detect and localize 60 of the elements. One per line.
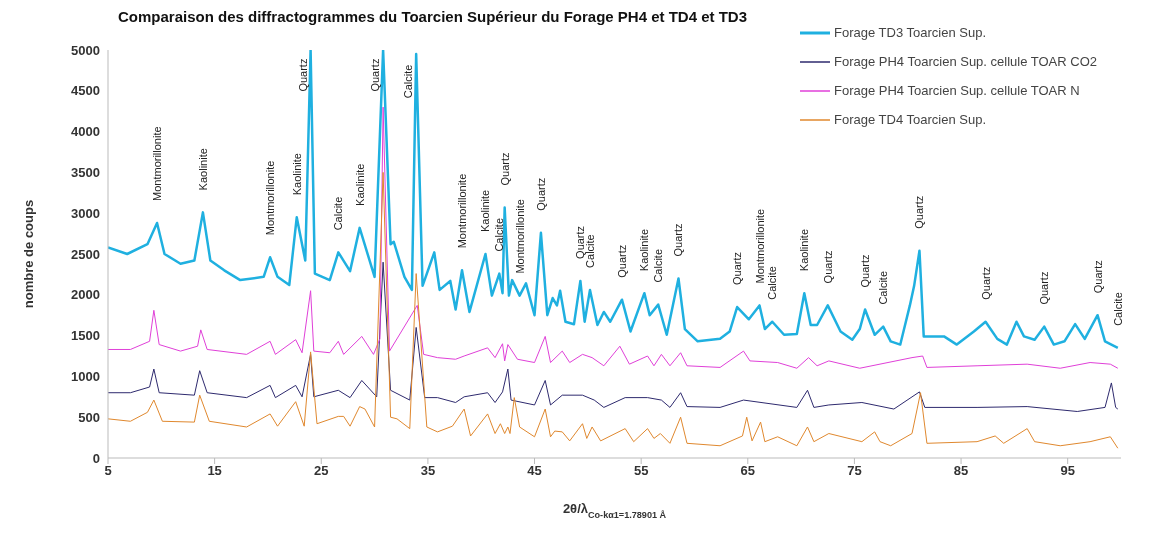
legend-label: Forage TD4 Toarcien Sup.	[834, 111, 986, 129]
annotation: Quartz	[534, 177, 547, 211]
annotation: Quartz	[913, 195, 926, 229]
y-tick-label: 5000	[71, 42, 100, 58]
y-tick-label: 3000	[71, 205, 100, 221]
annotation: Montmorillonite	[151, 126, 164, 201]
annotation: Kaolinite	[638, 228, 651, 272]
y-tick-label: 500	[78, 409, 100, 425]
annotation: Kaolinite	[353, 163, 366, 206]
annotation: Montmorillonite	[753, 208, 766, 284]
legend-label: Forage TD3 Toarcien Sup.	[834, 24, 986, 42]
annotation: Quartz	[731, 252, 744, 286]
y-tick-label: 4500	[71, 83, 100, 99]
annotation: Kaolinite	[196, 148, 209, 191]
x-tick-label: 85	[953, 463, 969, 479]
x-tick-label: 35	[420, 463, 436, 479]
annotation: Montmorillonite	[513, 199, 526, 274]
annotation: Quartz	[1038, 271, 1051, 305]
annotation: Calcite	[652, 248, 665, 283]
annotation: Quartz	[979, 266, 992, 300]
annotation: Calcite	[493, 217, 506, 252]
y-tick-label: 2000	[71, 287, 100, 303]
x-tick-label: 45	[527, 463, 542, 479]
annotation: Quartz	[498, 152, 511, 186]
annotation: Quartz	[821, 250, 834, 284]
x-tick-label: 5	[104, 463, 112, 479]
annotation: Quartz	[296, 58, 309, 92]
legend-label: Forage PH4 Toarcien Sup. cellule TOAR N	[834, 82, 1080, 100]
x-tick-label: 25	[314, 463, 329, 479]
y-tick-label: 2500	[71, 246, 100, 262]
annotation: Montmorillonite	[456, 173, 469, 249]
annotation: Calcite	[402, 64, 415, 99]
x-tick-label: 55	[633, 463, 649, 479]
annotation: Quartz	[369, 58, 382, 92]
y-tick-label: 1500	[71, 328, 100, 344]
annotation: Quartz	[672, 223, 685, 257]
line-series	[108, 50, 1120, 350]
y-axis-title: nombre de coups	[20, 199, 36, 309]
annotation: Montmorillonite	[264, 160, 277, 236]
chart-title: Comparaison des diffractogrammes du Toarcien Supérieur du Forage PH4 et TD4 et TD3	[118, 8, 748, 25]
x-tick-label: 65	[740, 463, 756, 479]
annotation: Quartz	[615, 244, 628, 278]
y-tick-label: 0	[92, 450, 100, 466]
annotation: Kaolinite	[479, 189, 492, 232]
annotation: Kaolinite	[798, 228, 811, 272]
annotation: Calcite	[332, 196, 345, 231]
annotation: Quartz	[1091, 260, 1104, 294]
annotation: Calcite	[877, 271, 890, 305]
x-tick-label: 15	[207, 463, 222, 479]
y-tick-label: 3500	[71, 165, 100, 181]
x-tick-label: 95	[1060, 463, 1075, 479]
y-tick-label: 1000	[71, 369, 100, 385]
annotation: Kaolinite	[290, 153, 303, 196]
annotation: Calcite	[1111, 292, 1124, 326]
y-tick-label: 4000	[71, 124, 100, 140]
annotation: Calcite	[766, 266, 779, 300]
x-axis-title: 2θ/λ$_{Co-kα1=1.78901 Å}$	[562, 501, 667, 520]
x-tick-label: 75	[847, 463, 862, 479]
legend-label: Forage PH4 Toarcien Sup. cellule TOAR CO2	[834, 53, 1098, 71]
annotation: Quartz	[859, 254, 872, 288]
